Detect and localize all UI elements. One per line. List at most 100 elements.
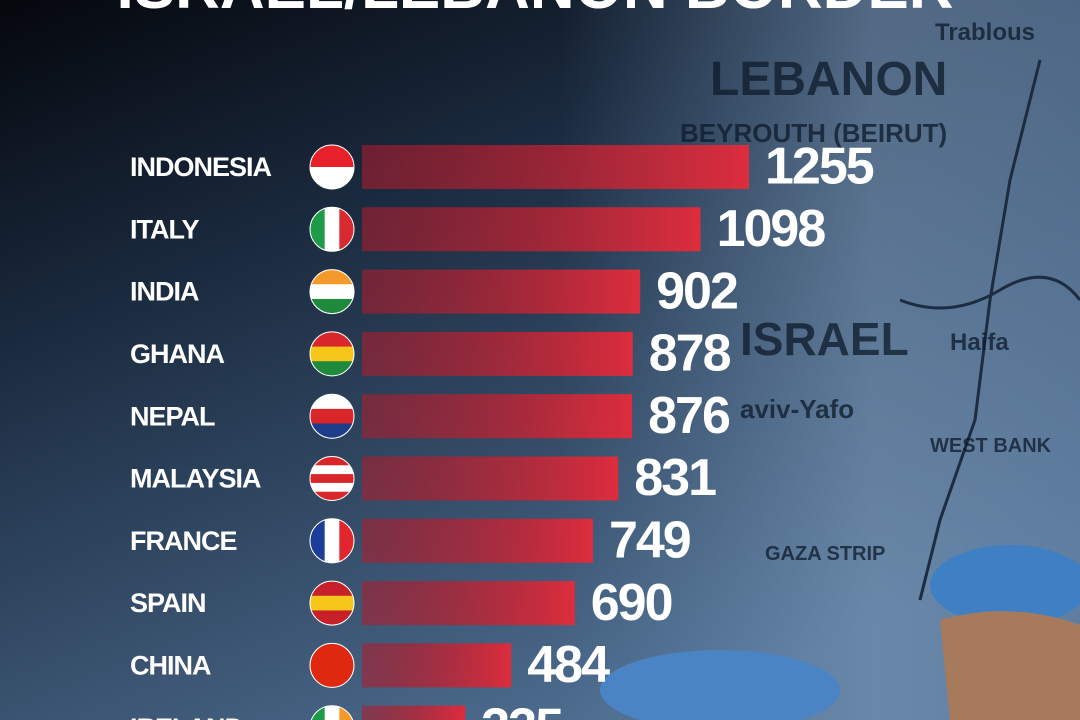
- bar: [362, 643, 512, 688]
- category-label: INDONESIA: [130, 152, 272, 182]
- flag-stripe: [310, 665, 354, 688]
- flag-rim: [309, 518, 355, 564]
- flag: [310, 145, 354, 189]
- flag-stripe: [310, 491, 354, 501]
- flag-stripe: [324, 518, 340, 563]
- flag: [310, 456, 354, 501]
- category-label: FRANCE: [130, 526, 237, 556]
- flag-stripe: [310, 269, 354, 285]
- value-label: 484: [527, 636, 610, 694]
- flag-stripe: [310, 465, 354, 475]
- soldier: [940, 611, 1080, 720]
- flag-stripe: [310, 361, 354, 376]
- flag-stripe: [310, 207, 326, 252]
- map-label: LEBANON: [710, 53, 947, 106]
- flag-stripe: [310, 167, 354, 189]
- flag-stripe: [310, 456, 354, 466]
- value-label: 831: [634, 449, 716, 507]
- flag-stripe: [310, 581, 354, 597]
- map-label: ISRAEL: [740, 313, 909, 365]
- category-label: ITALY: [130, 214, 200, 244]
- flag: [310, 331, 354, 376]
- map-border: [899, 275, 1080, 310]
- category-label: CHINA: [130, 651, 211, 681]
- bar: [362, 331, 633, 376]
- flag-rim: [309, 144, 355, 190]
- flag-rim: [309, 393, 355, 439]
- flag-rim: [309, 580, 355, 626]
- beret: [930, 545, 1080, 625]
- map-border: [918, 59, 1042, 601]
- flag: [310, 269, 354, 314]
- map-label: BEYROUTH (BEIRUT): [680, 118, 947, 148]
- map-label: Haifa: [950, 329, 1009, 356]
- bar-tint: [362, 518, 593, 563]
- map-label: Trablous: [935, 19, 1035, 46]
- flag-rim: [309, 456, 355, 501]
- map-label: WEST BANK: [930, 435, 1052, 457]
- map-label: aviv-Yafo: [740, 394, 854, 424]
- flag-stripe: [310, 331, 354, 348]
- flag: [310, 518, 354, 563]
- category-label: MALAYSIA: [130, 464, 261, 494]
- flag-rim: [309, 642, 355, 688]
- bar-tint: [362, 643, 512, 688]
- flag-stripe: [310, 298, 354, 314]
- bar-tint: [362, 331, 633, 376]
- value-label: 335: [481, 698, 563, 720]
- flag-stripe: [310, 610, 354, 626]
- flag-rim: [309, 206, 355, 252]
- category-label: INDIA: [130, 277, 199, 307]
- flag: [310, 643, 354, 688]
- flag-stripe: [310, 643, 354, 666]
- bar: [362, 581, 575, 626]
- bar-tint: [362, 394, 633, 439]
- flag-stripe: [310, 145, 354, 168]
- flag-stripe: [310, 595, 354, 611]
- flag-rim: [309, 269, 355, 315]
- value-label: 902: [656, 262, 737, 320]
- flag-stripe: [310, 346, 354, 362]
- map-label: GAZA STRIP: [765, 543, 885, 565]
- flag-stripe: [310, 518, 326, 563]
- bar: [362, 456, 619, 501]
- flag-stripe: [339, 207, 354, 252]
- flag-stripe: [310, 482, 354, 493]
- category-label: GHANA: [130, 339, 224, 369]
- bar: [362, 207, 701, 252]
- bar: [362, 518, 593, 563]
- flag-stripe: [310, 284, 354, 300]
- bar: [362, 145, 749, 189]
- flag: [310, 581, 354, 626]
- value-label: 1098: [717, 200, 826, 258]
- flag-stripe: [324, 207, 340, 252]
- flag-stripe: [324, 705, 340, 720]
- flag-stripe: [339, 518, 354, 563]
- value-label: 878: [649, 325, 731, 383]
- value-label: 690: [591, 574, 672, 632]
- beret: [600, 650, 840, 720]
- bar-tint: [362, 207, 701, 252]
- bar: [362, 705, 466, 720]
- bar-tint: [362, 456, 619, 501]
- bar-tint: [362, 705, 466, 720]
- flag-stripe: [310, 423, 354, 439]
- category-label: SPAIN: [130, 588, 206, 618]
- flag-stripe: [310, 394, 354, 410]
- bar: [362, 269, 641, 314]
- flag: [310, 394, 354, 439]
- flag: [310, 207, 354, 252]
- bar: [362, 394, 633, 439]
- flag-rim: [310, 705, 354, 720]
- bar-tint: [362, 269, 641, 314]
- value-label: 1255: [765, 138, 874, 196]
- flag-stripe: [310, 474, 354, 484]
- value-label: 749: [609, 512, 690, 570]
- chart-title: ISRAEL/LEBANON BORDER: [116, 0, 953, 22]
- flag-rim: [309, 331, 355, 377]
- category-label: IRELAND: [130, 713, 243, 720]
- bar-tint: [362, 581, 575, 626]
- category-label: NEPAL: [130, 401, 215, 431]
